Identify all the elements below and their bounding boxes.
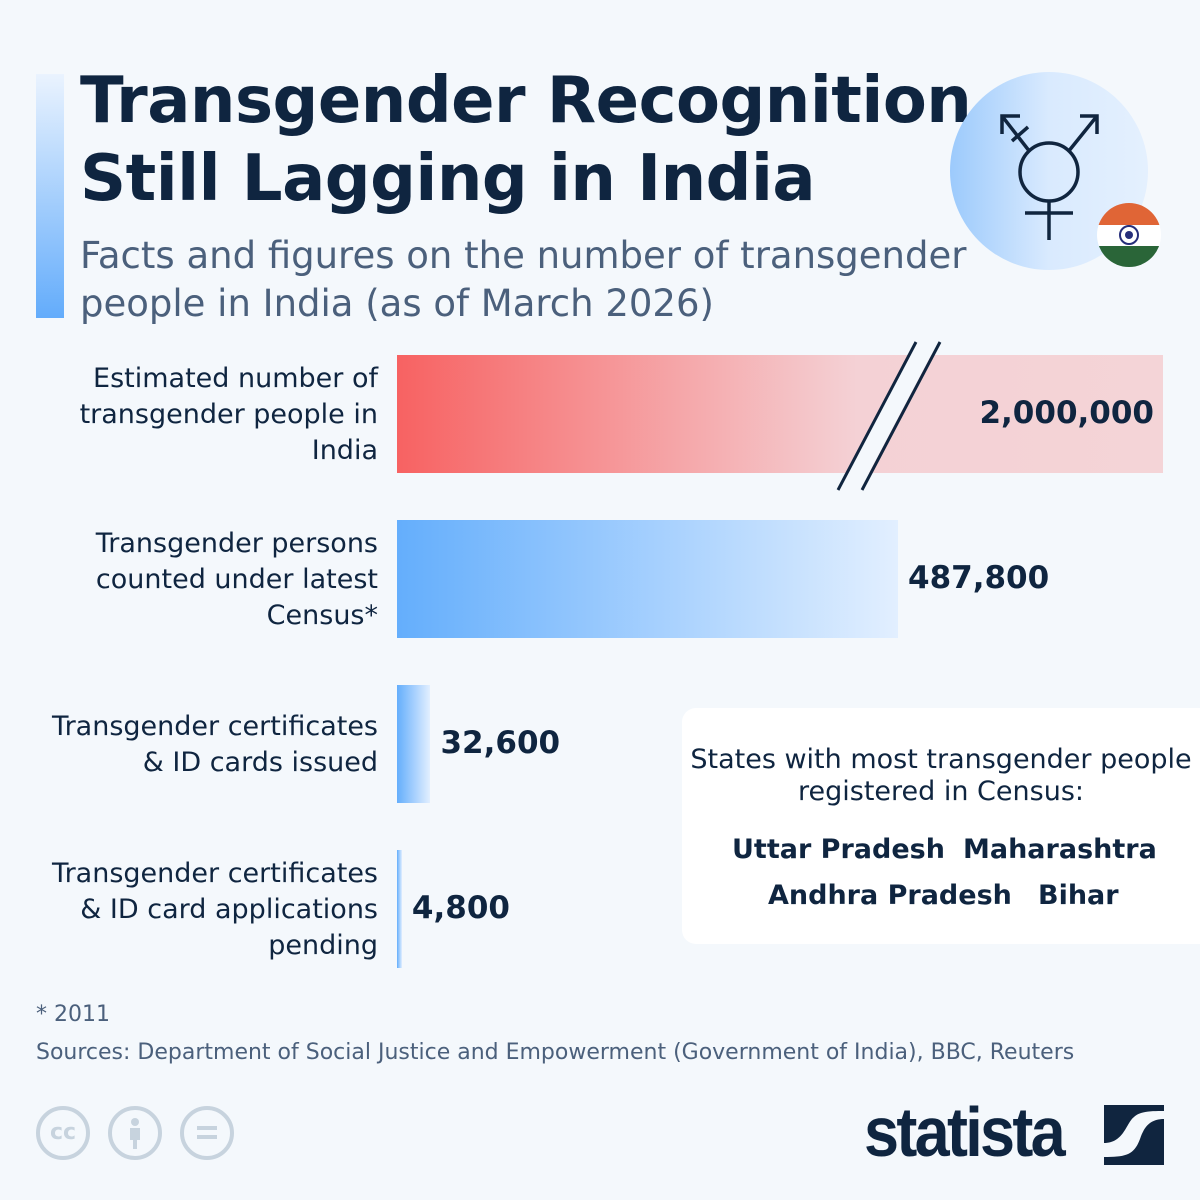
no-derivatives-icon bbox=[180, 1106, 234, 1160]
transgender-symbol-icon bbox=[950, 72, 1148, 270]
states-box: States with most transgender people regi… bbox=[682, 708, 1200, 944]
cc-icon: cc bbox=[36, 1106, 90, 1160]
states-box-title: States with most transgender people regi… bbox=[690, 744, 1192, 807]
statista-logo-icon bbox=[1104, 1105, 1164, 1165]
category-label: Transgender certificates & ID cards issue… bbox=[52, 711, 378, 778]
attribution-icon bbox=[108, 1106, 162, 1160]
title-accent-bar bbox=[36, 74, 64, 318]
value-label: 32,600 bbox=[440, 725, 561, 761]
value-label: 2,000,000 bbox=[979, 395, 1154, 431]
india-flag-icon bbox=[1097, 203, 1161, 267]
state-item: Maharashtra bbox=[963, 834, 1157, 865]
sources: Sources: Department of Social Justice an… bbox=[36, 1040, 1075, 1065]
category-label: Transgender persons counted under latest C… bbox=[95, 528, 378, 631]
bar bbox=[397, 520, 898, 638]
bar bbox=[397, 685, 431, 803]
page-title: Transgender Recognition Still Lagging in … bbox=[80, 64, 972, 216]
statista-logo: statista bbox=[864, 1093, 1066, 1171]
category-label: Estimated number of transgender people in… bbox=[79, 363, 378, 466]
bar bbox=[397, 355, 1163, 473]
page-subtitle: Facts and figures on the number of trans… bbox=[80, 234, 967, 325]
state-item: Bihar bbox=[1038, 880, 1119, 911]
value-label: 487,800 bbox=[908, 560, 1050, 596]
axis-break-mark bbox=[836, 341, 942, 491]
bar bbox=[397, 850, 402, 968]
state-item: Uttar Pradesh bbox=[732, 834, 945, 865]
category-label: Transgender certificates & ID card applic… bbox=[52, 858, 378, 961]
footnote: * 2011 bbox=[36, 1002, 110, 1027]
state-item: Andhra Pradesh bbox=[768, 880, 1012, 911]
value-label: 4,800 bbox=[411, 890, 510, 926]
